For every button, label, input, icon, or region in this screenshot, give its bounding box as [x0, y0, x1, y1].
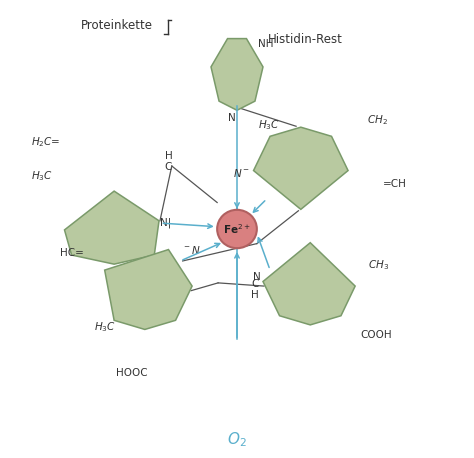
Text: N: N [253, 272, 261, 282]
Circle shape [217, 210, 257, 248]
Text: $H_3C$: $H_3C$ [31, 169, 54, 183]
Text: H
C: H C [164, 151, 173, 172]
Text: Proteinkette: Proteinkette [81, 19, 153, 33]
Text: $O_2$: $O_2$ [227, 431, 247, 449]
Text: NH: NH [258, 39, 274, 49]
Text: $H_3C$: $H_3C$ [258, 118, 280, 132]
Text: HOOC: HOOC [117, 368, 148, 378]
Text: $^-N$: $^-N$ [182, 245, 201, 256]
Text: Fe$^{2+}$: Fe$^{2+}$ [223, 222, 251, 236]
Text: N|: N| [160, 218, 172, 229]
Text: N: N [228, 114, 236, 124]
Text: HC=: HC= [60, 248, 83, 258]
Text: $H_3C$: $H_3C$ [94, 320, 116, 334]
Polygon shape [211, 38, 263, 110]
Polygon shape [64, 191, 159, 264]
Text: $CH_2$: $CH_2$ [367, 114, 388, 127]
Text: $H_2C$=: $H_2C$= [31, 136, 61, 149]
Polygon shape [254, 127, 348, 209]
Text: COOH: COOH [361, 330, 392, 340]
Polygon shape [263, 243, 355, 325]
Text: =CH: =CH [383, 179, 406, 189]
Text: $N^-$: $N^-$ [233, 167, 250, 179]
Polygon shape [105, 250, 192, 329]
Text: Histidin-Rest: Histidin-Rest [268, 33, 343, 46]
Text: $CH_3$: $CH_3$ [368, 258, 390, 272]
Text: C
H: C H [251, 279, 259, 300]
